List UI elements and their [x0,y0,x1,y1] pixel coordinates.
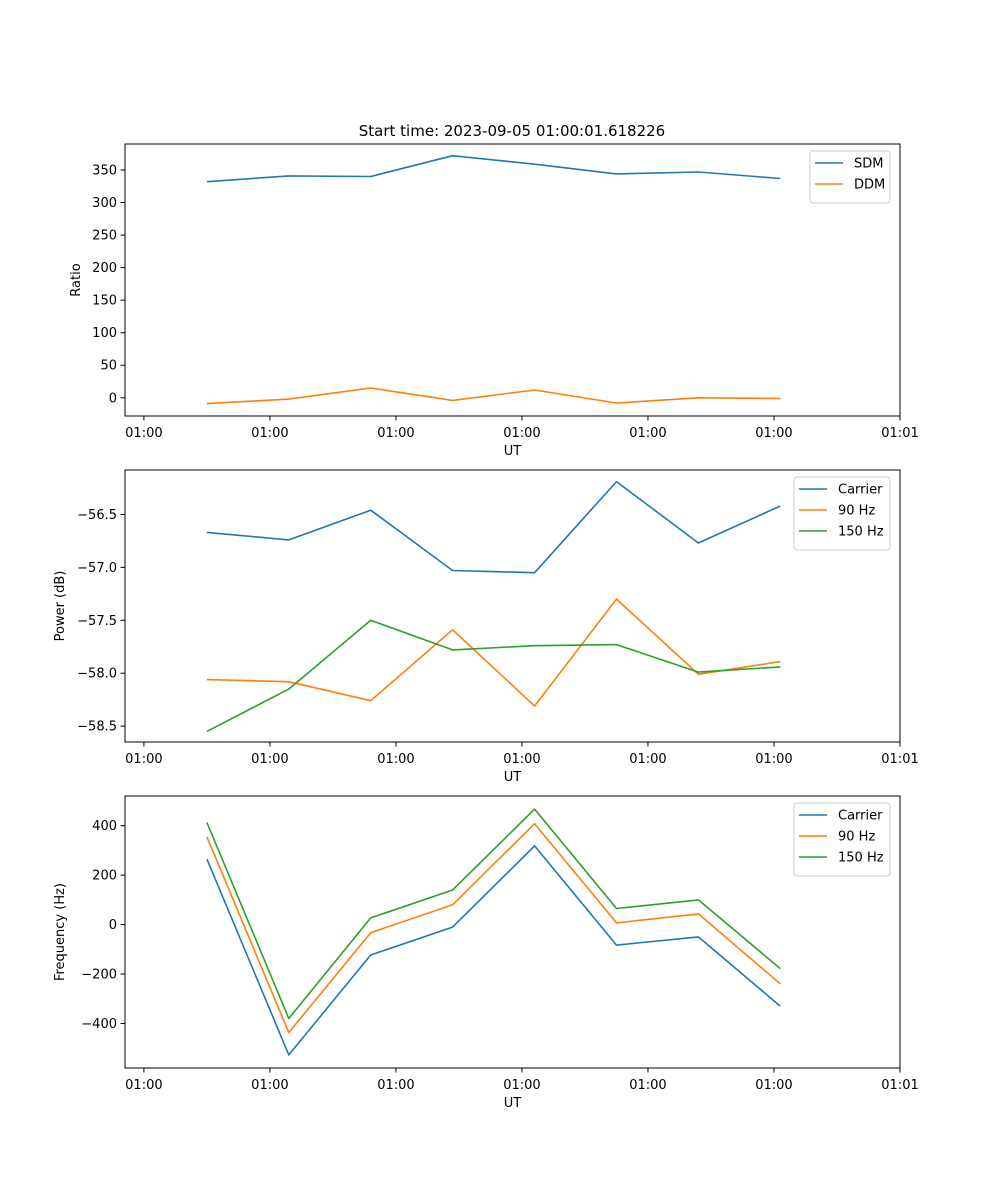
y-tick-label: 50 [100,359,117,374]
x-tick-label: 01:00 [503,426,540,441]
legend-label: 150 Hz [838,851,884,866]
x-axis-label: UT [504,444,522,459]
legend-label: 150 Hz [838,525,884,540]
x-tick-label: 01:00 [503,752,540,767]
legend-label: Carrier [838,483,883,498]
x-tick-label: 01:00 [629,426,666,441]
x-tick-label: 01:00 [251,1078,288,1093]
series-line-carrier [206,845,781,1056]
x-tick-label: 01:00 [251,752,288,767]
plot-frame [124,143,901,417]
y-axis-label: Ratio [69,263,84,296]
y-tick-label: −56.5 [77,508,117,523]
y-tick-label: 150 [92,294,117,309]
legend: Carrier 90 Hz 150 Hz [793,476,891,551]
x-tick-label: 01:01 [881,752,918,767]
y-tick-label: 250 [92,229,117,244]
plot-frame [124,469,901,743]
y-tick-label: 100 [92,326,117,341]
series-line-150-hz [206,619,781,733]
x-tick-label: 01:01 [881,426,918,441]
series-line-carrier [206,480,781,574]
legend-label: 90 Hz [838,830,875,845]
y-tick-label: −200 [81,968,117,983]
x-tick-label: 01:00 [125,1078,162,1093]
x-tick-label: 01:01 [881,1078,918,1093]
y-axis-label: Power (dB) [53,571,68,642]
y-tick-label: 200 [92,261,117,276]
series-line-ddm [206,387,781,405]
y-axis-label: Frequency (Hz) [53,883,68,981]
subplot-3: 01:00 01:00 01:00 01:00 01:00 01:00 01:01 −400 −… [53,795,919,1111]
y-tick-label: −58.5 [77,720,117,735]
plot-frame [124,795,901,1069]
x-tick-label: 01:00 [629,1078,666,1093]
legend-label: SDM [854,157,883,172]
x-axis-label: UT [504,1096,522,1111]
subplot-1: 01:00 01:00 01:00 01:00 01:00 01:00 01:01 0 50 10… [69,143,919,459]
legend-label: Carrier [838,809,883,824]
x-tick-label: 01:00 [503,1078,540,1093]
series-line-90-hz [206,822,781,1034]
x-tick-label: 01:00 [125,426,162,441]
y-tick-label: −400 [81,1017,117,1032]
y-tick-label: 0 [109,391,117,406]
x-tick-label: 01:00 [755,426,792,441]
series-line-sdm [206,154,781,183]
legend: Carrier 90 Hz 150 Hz [793,802,891,877]
x-tick-label: 01:00 [125,752,162,767]
x-tick-label: 01:00 [377,752,414,767]
y-tick-label: −57.0 [77,561,117,576]
x-tick-label: 01:00 [629,752,666,767]
chart-title: Start time: 2023-09-05 01:00:01.618226 [359,122,665,140]
y-tick-label: 0 [109,918,117,933]
y-tick-label: 300 [92,196,117,211]
y-tick-label: −57.5 [77,614,117,629]
legend-label: DDM [854,178,885,193]
legend-box [809,150,891,204]
x-tick-label: 01:00 [251,426,288,441]
legend-label: 90 Hz [838,504,875,519]
x-tick-label: 01:00 [755,1078,792,1093]
x-tick-label: 01:00 [377,1078,414,1093]
series-line-90-hz [206,598,781,707]
legend: SDM DDM [809,150,891,204]
x-tick-label: 01:00 [377,426,414,441]
x-tick-label: 01:00 [755,752,792,767]
y-tick-label: 350 [92,164,117,179]
subplot-2: 01:00 01:00 01:00 01:00 01:00 01:00 01:01 −58.5… [53,469,919,785]
series-line-150-hz [206,808,781,1020]
y-tick-label: 400 [92,819,117,834]
x-axis-label: UT [504,770,522,785]
y-tick-label: 200 [92,869,117,884]
y-tick-label: −58.0 [77,667,117,682]
